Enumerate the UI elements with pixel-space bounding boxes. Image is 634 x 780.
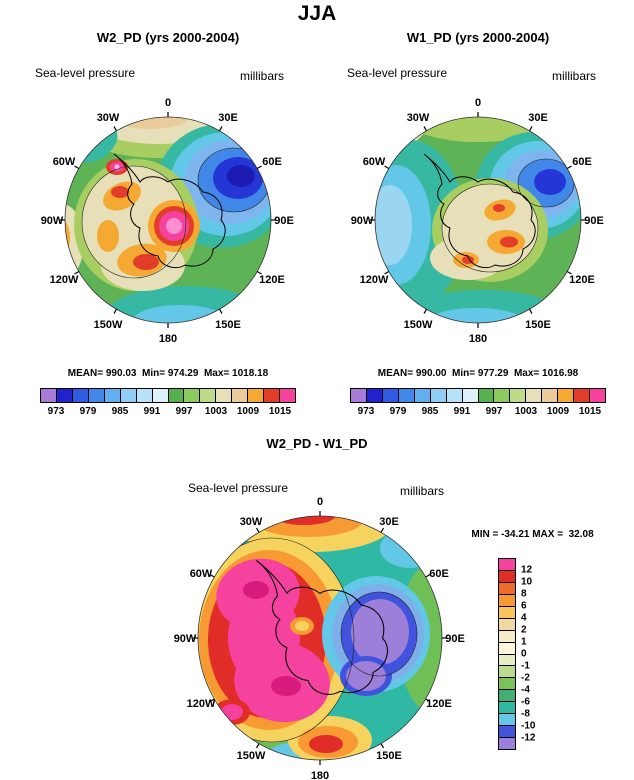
w1-field-label: Sea-level pressure — [347, 66, 448, 80]
diff-colorbar-ticks: 12 10 8 6 4 2 1 0 -1 -2 -4 -6 -8 -10 -12 — [521, 564, 536, 744]
w2-lon-label-60e: 60E — [262, 156, 282, 168]
w1-lon-label-120e: 120E — [569, 274, 595, 286]
w1-lon-label-60e: 60E — [572, 156, 592, 168]
w1-lon-label-0: 0 — [475, 97, 481, 109]
diff-stats: MIN = -34.21 MAX = 32.08 — [471, 529, 594, 540]
w2-lon-label-30e: 30E — [218, 112, 238, 124]
panel-w2-title: W2_PD (yrs 2000-2004) — [96, 30, 240, 45]
diff-units-label: millibars — [400, 484, 445, 498]
w1-antarctica-coastline — [423, 153, 536, 269]
diff-field-label: Sea-level pressure — [188, 481, 289, 495]
diff-lon-label-30e: 30E — [379, 516, 399, 528]
diff-lon-label-60w: 60W — [190, 568, 213, 580]
w2-map: 0 30E 60E 90E 120E 150E 180 150W 120W 90… — [41, 97, 294, 345]
w2-lon-label-90w: 90W — [41, 215, 64, 227]
w2-lon-label-150w: 150W — [94, 319, 123, 331]
w1-lon-label-30e: 30E — [528, 112, 548, 124]
w1-map-field — [375, 117, 581, 323]
w2-lon-label-120w: 120W — [50, 274, 79, 286]
diff-lon-label-90e: 90E — [445, 633, 465, 645]
diff-lon-label-90w: 90W — [174, 633, 197, 645]
w2-ring-ticks — [60, 112, 276, 328]
w2-lon-label-150e: 150E — [215, 319, 241, 331]
w1-lon-label-90e: 90E — [584, 215, 604, 227]
diff-lon-label-60e: 60E — [429, 568, 449, 580]
diff-lon-label-150e: 150E — [376, 750, 402, 762]
w1-lon-label-180: 180 — [469, 333, 487, 345]
w2-pressure-colorbar-ticks: 973 979 985 991 997 1003 1009 1015 — [47, 406, 292, 417]
w2-lon-label-60w: 60W — [53, 156, 76, 168]
diff-map-field — [198, 516, 442, 760]
w1-lon-label-120w: 120W — [360, 274, 389, 286]
w1-lon-label-150e: 150E — [525, 319, 551, 331]
w1-units-label: millibars — [552, 69, 597, 83]
w2-pressure-colorbar — [40, 388, 296, 403]
diff-lon-label-150w: 150W — [237, 750, 266, 762]
w1-lon-label-30w: 30W — [407, 112, 430, 124]
w1-ring-ticks — [370, 112, 586, 328]
w1-lon-label-90w: 90W — [351, 215, 374, 227]
diff-lon-label-120w: 120W — [187, 698, 216, 710]
w2-lon-label-120e: 120E — [259, 274, 285, 286]
figure-title: JJA — [297, 2, 337, 25]
w2-field-label: Sea-level pressure — [35, 66, 136, 80]
w1-lon-label-150w: 150W — [404, 319, 433, 331]
w1-pressure-colorbar — [350, 388, 606, 403]
diff-antarctica-coastline — [255, 559, 388, 695]
w2-map-field — [65, 117, 271, 323]
w1-pressure-colorbar-ticks: 973 979 985 991 997 1003 1009 1015 — [357, 406, 602, 417]
diff-lon-label-180: 180 — [311, 770, 329, 780]
w2-antarctica-coastline — [113, 153, 226, 269]
diff-map: 0 30E 60E 90E 120E 150E 180 150W 120W 90… — [174, 496, 465, 780]
w2-lon-label-90e: 90E — [274, 215, 294, 227]
diff-lon-label-120e: 120E — [426, 698, 452, 710]
w2-lon-label-0: 0 — [165, 97, 171, 109]
w1-map: 0 30E 60E 90E 120E 150E 180 150W 120W 90… — [351, 97, 604, 345]
w2-units-label: millibars — [240, 69, 285, 83]
w2-lon-label-30w: 30W — [97, 112, 120, 124]
w1-lon-label-60w: 60W — [363, 156, 386, 168]
w2-lon-label-180: 180 — [159, 333, 177, 345]
w1-stats: MEAN= 990.00 Min= 977.29 Max= 1016.98 — [377, 368, 579, 379]
w2-stats: MEAN= 990.03 Min= 974.29 Max= 1018.18 — [67, 368, 269, 379]
diff-ring-ticks — [193, 511, 447, 765]
panel-diff-title: W2_PD - W1_PD — [266, 436, 368, 451]
panel-w1-title: W1_PD (yrs 2000-2004) — [406, 30, 550, 45]
diff-lon-label-30w: 30W — [240, 516, 263, 528]
diff-colorbar — [498, 558, 516, 750]
diff-lon-label-0: 0 — [317, 496, 323, 508]
